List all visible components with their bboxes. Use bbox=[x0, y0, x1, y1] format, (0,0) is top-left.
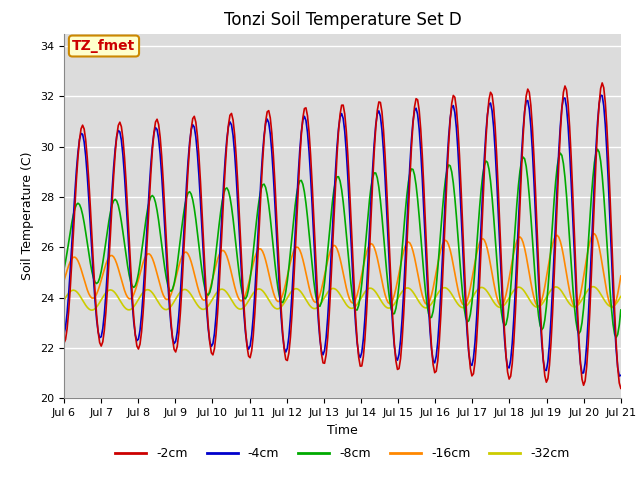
-16cm bbox=[60, 278, 68, 284]
-4cm bbox=[617, 372, 625, 378]
-4cm bbox=[129, 301, 136, 307]
-4cm bbox=[254, 234, 262, 240]
-32cm bbox=[617, 294, 625, 300]
-16cm bbox=[244, 281, 252, 287]
-2cm bbox=[226, 112, 234, 118]
-2cm bbox=[244, 353, 252, 359]
-2cm bbox=[303, 113, 311, 119]
-4cm bbox=[60, 331, 68, 337]
-4cm bbox=[226, 119, 234, 125]
-16cm bbox=[129, 294, 136, 300]
Y-axis label: Soil Temperature (C): Soil Temperature (C) bbox=[22, 152, 35, 280]
Line: -8cm: -8cm bbox=[64, 149, 621, 337]
-8cm bbox=[303, 215, 311, 220]
-2cm bbox=[60, 340, 68, 346]
Text: TZ_fmet: TZ_fmet bbox=[72, 39, 136, 53]
-32cm bbox=[588, 284, 595, 290]
-4cm bbox=[616, 373, 623, 379]
-2cm bbox=[586, 309, 594, 315]
-2cm bbox=[129, 292, 136, 298]
-32cm bbox=[589, 284, 596, 289]
X-axis label: Time: Time bbox=[327, 424, 358, 437]
-16cm bbox=[303, 277, 311, 283]
-16cm bbox=[617, 273, 625, 279]
-8cm bbox=[226, 194, 234, 200]
-16cm bbox=[254, 247, 262, 253]
-4cm bbox=[596, 92, 604, 98]
-2cm bbox=[598, 80, 606, 86]
-16cm bbox=[591, 231, 598, 237]
-8cm bbox=[129, 283, 136, 289]
Title: Tonzi Soil Temperature Set D: Tonzi Soil Temperature Set D bbox=[223, 11, 461, 29]
Line: -2cm: -2cm bbox=[64, 83, 621, 388]
Line: -16cm: -16cm bbox=[64, 234, 621, 308]
-32cm bbox=[305, 302, 313, 308]
-4cm bbox=[586, 284, 594, 290]
-2cm bbox=[254, 253, 262, 259]
-4cm bbox=[303, 130, 311, 135]
Line: -4cm: -4cm bbox=[64, 95, 621, 376]
-8cm bbox=[244, 286, 252, 292]
Line: -32cm: -32cm bbox=[64, 287, 621, 310]
-32cm bbox=[88, 307, 96, 313]
Legend: -2cm, -4cm, -8cm, -16cm, -32cm: -2cm, -4cm, -8cm, -16cm, -32cm bbox=[110, 442, 575, 465]
-4cm bbox=[244, 347, 252, 352]
-32cm bbox=[60, 298, 68, 303]
-16cm bbox=[226, 264, 234, 270]
-8cm bbox=[612, 335, 620, 340]
-16cm bbox=[586, 240, 594, 245]
-8cm bbox=[254, 206, 262, 212]
-8cm bbox=[586, 217, 594, 223]
-8cm bbox=[617, 307, 625, 313]
-32cm bbox=[130, 304, 138, 310]
-8cm bbox=[594, 146, 602, 152]
-32cm bbox=[246, 295, 254, 301]
-32cm bbox=[255, 286, 263, 292]
-2cm bbox=[617, 385, 625, 391]
-16cm bbox=[609, 305, 617, 311]
-32cm bbox=[228, 297, 236, 303]
-8cm bbox=[60, 266, 68, 272]
